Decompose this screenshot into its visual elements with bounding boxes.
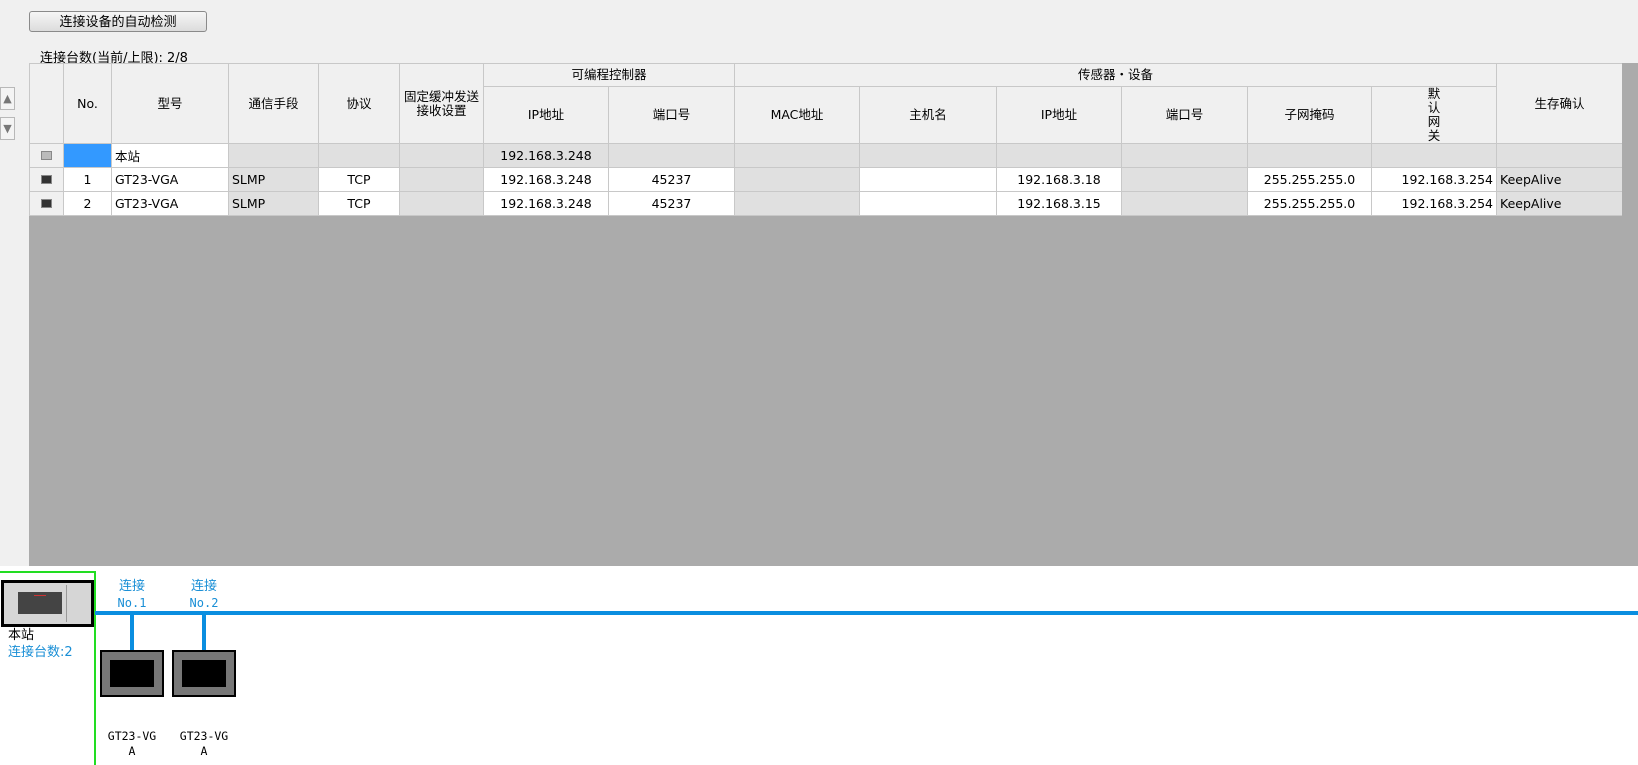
- cell-no[interactable]: [63, 143, 112, 168]
- move-up-button[interactable]: ▲: [0, 87, 15, 110]
- header-subnet: 子网掩码: [1247, 86, 1372, 144]
- connection-count-label: 连接台数(当前/上限): 2/8: [40, 51, 188, 63]
- table-row[interactable]: 本站 192.168.3.248: [29, 143, 1623, 168]
- cell-plc-ip: 192.168.3.248: [483, 143, 609, 168]
- cell-model[interactable]: GT23-VGA: [111, 191, 229, 216]
- cell-plc-port[interactable]: 45237: [608, 167, 735, 192]
- cell-alive: [1496, 143, 1623, 168]
- cell-no: 2: [63, 191, 112, 216]
- cell-ip[interactable]: 192.168.3.18: [996, 167, 1122, 192]
- cell-host[interactable]: [859, 167, 997, 192]
- cell-plc-ip: 192.168.3.248: [483, 191, 609, 216]
- header-comm: 通信手段: [228, 63, 319, 144]
- cell-comm: [228, 143, 319, 168]
- station-row-icon: [41, 151, 52, 160]
- auto-detect-button[interactable]: 连接设备的自动检测: [29, 11, 207, 32]
- cell-subnet: [1247, 143, 1372, 168]
- cell-ip: [996, 143, 1122, 168]
- connection-stem-1: [130, 613, 134, 651]
- connection-stem-2: [202, 613, 206, 651]
- row-selector[interactable]: [29, 191, 64, 216]
- device-label-1: GT23-VG A: [107, 729, 157, 758]
- network-diagram: [0, 566, 1638, 765]
- cell-mac: [734, 143, 860, 168]
- connection-label-1: 连接 No.1: [117, 579, 147, 610]
- cell-plc-port[interactable]: 45237: [608, 191, 735, 216]
- cell-subnet[interactable]: 255.255.255.0: [1247, 191, 1372, 216]
- vertical-scrollbar[interactable]: [1622, 63, 1638, 566]
- row-selector[interactable]: [29, 167, 64, 192]
- cell-comm: SLMP: [228, 191, 319, 216]
- table-row[interactable]: 1 GT23-VGA SLMP TCP 192.168.3.248 45237 …: [29, 167, 1623, 192]
- cell-fixed-buffer: [399, 167, 484, 192]
- cell-protocol[interactable]: TCP: [318, 167, 400, 192]
- cell-plc-port: [608, 143, 735, 168]
- cell-ip[interactable]: 192.168.3.15: [996, 191, 1122, 216]
- header-protocol: 协议: [318, 63, 400, 144]
- header-mac: MAC地址: [734, 86, 860, 144]
- header-plc-port: 端口号: [608, 86, 735, 144]
- header-gateway: 默认网关: [1371, 86, 1497, 144]
- header-ip: IP地址: [996, 86, 1122, 144]
- cell-mac: [734, 191, 860, 216]
- cell-no: 1: [63, 167, 112, 192]
- header-fixed-buffer: 固定缓冲发送接收设置: [399, 63, 484, 144]
- station-label: 本站: [8, 628, 35, 643]
- got-device-icon[interactable]: [100, 650, 164, 697]
- cell-port: [1121, 191, 1248, 216]
- header-no: No.: [63, 63, 112, 144]
- cell-protocol[interactable]: TCP: [318, 191, 400, 216]
- cell-host: [859, 143, 997, 168]
- header-select: [29, 63, 64, 144]
- station-count-label: 连接台数:2: [8, 645, 73, 660]
- move-down-button[interactable]: ▼: [0, 117, 15, 140]
- table-row[interactable]: 2 GT23-VGA SLMP TCP 192.168.3.248 45237 …: [29, 191, 1623, 216]
- connection-table: No. 型号 通信手段 协议 固定缓冲发送接收设置 可编程控制器 传感器・设备 …: [29, 63, 1623, 216]
- device-label-2: GT23-VG A: [179, 729, 229, 758]
- cell-fixed-buffer: [399, 191, 484, 216]
- cell-fixed-buffer: [399, 143, 484, 168]
- station-selection-frame: [0, 571, 96, 765]
- header-alive: 生存确认: [1496, 63, 1623, 144]
- device-row-icon: [41, 199, 52, 208]
- cell-comm: SLMP: [228, 167, 319, 192]
- header-sensor-group: 传感器・设备: [734, 63, 1497, 87]
- cell-gateway: [1371, 143, 1497, 168]
- device-row-icon: [41, 175, 52, 184]
- cell-mac: [734, 167, 860, 192]
- header-plc-group: 可编程控制器: [483, 63, 735, 87]
- header-port: 端口号: [1121, 86, 1248, 144]
- cell-alive[interactable]: KeepAlive: [1496, 167, 1623, 192]
- cell-subnet[interactable]: 255.255.255.0: [1247, 167, 1372, 192]
- header-host: 主机名: [859, 86, 997, 144]
- got-device-icon[interactable]: [172, 650, 236, 697]
- connection-label-2: 连接 No.2: [189, 579, 219, 610]
- cell-gateway[interactable]: 192.168.3.254: [1371, 167, 1497, 192]
- network-bus-line: [95, 611, 1638, 615]
- cell-host[interactable]: [859, 191, 997, 216]
- cell-model[interactable]: 本站: [111, 143, 229, 168]
- cell-gateway[interactable]: 192.168.3.254: [1371, 191, 1497, 216]
- cell-plc-ip: 192.168.3.248: [483, 167, 609, 192]
- cell-port: [1121, 167, 1248, 192]
- station-plc-icon[interactable]: [1, 580, 94, 627]
- cell-alive[interactable]: KeepAlive: [1496, 191, 1623, 216]
- cell-port: [1121, 143, 1248, 168]
- header-model: 型号: [111, 63, 229, 144]
- cell-model[interactable]: GT23-VGA: [111, 167, 229, 192]
- header-plc-ip: IP地址: [483, 86, 609, 144]
- row-selector[interactable]: [29, 143, 64, 168]
- cell-protocol: [318, 143, 400, 168]
